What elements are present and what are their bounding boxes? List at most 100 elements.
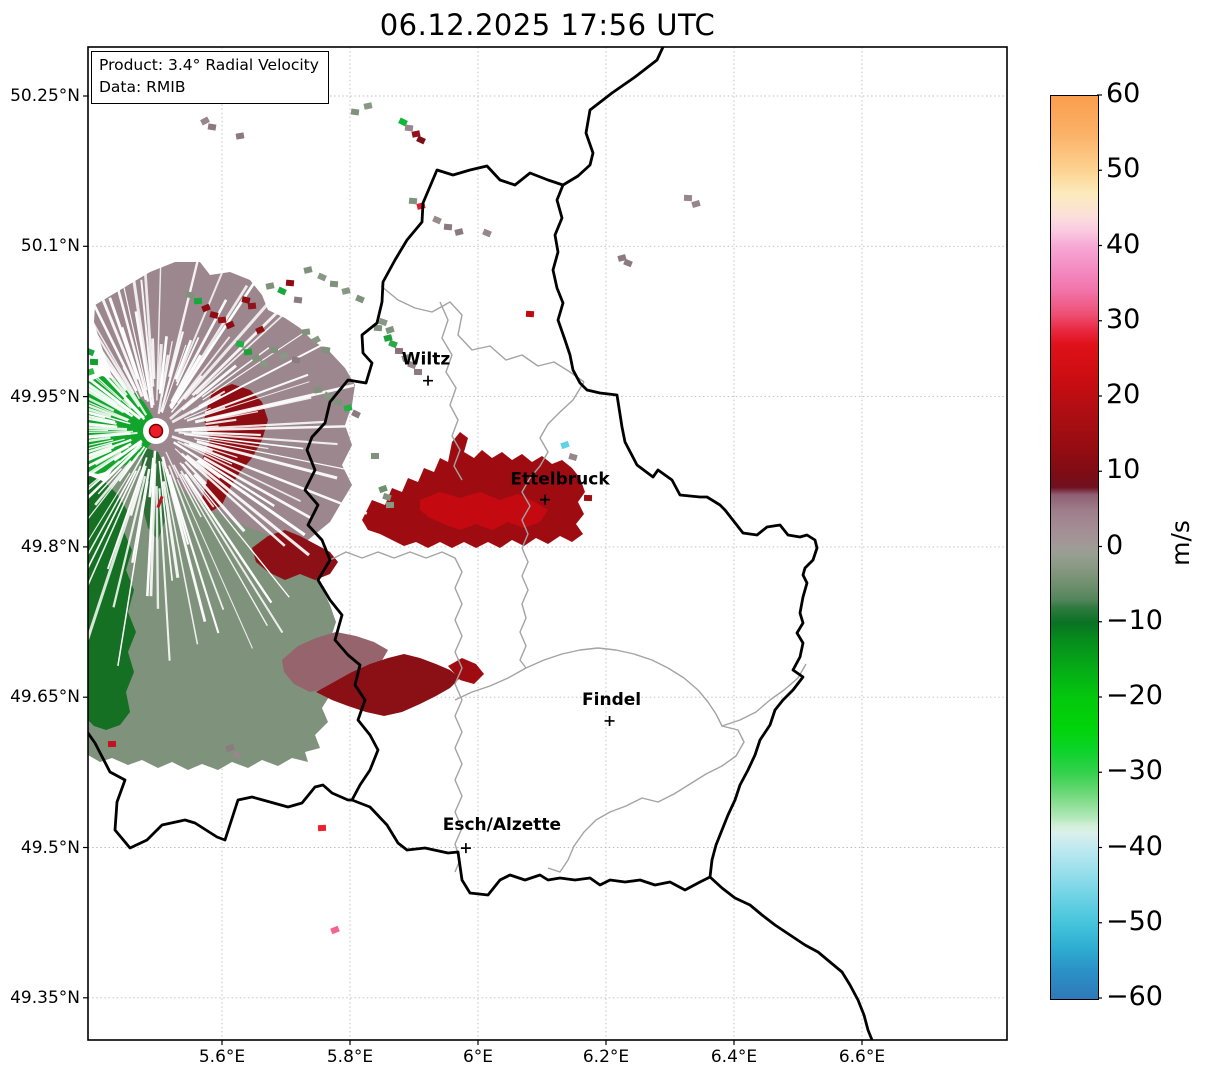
echo-speck [560, 440, 570, 450]
country-border [551, 183, 819, 879]
echo-speck [416, 135, 426, 145]
echo-speck [355, 294, 365, 304]
echo-speck [371, 453, 379, 459]
echo-speck [411, 130, 421, 138]
district-border [380, 285, 585, 383]
radar-site-dot [148, 423, 164, 439]
colorbar-tick-label: 30 [1106, 303, 1141, 335]
echo-region-red-streak-49.8N [252, 530, 338, 580]
colorbar-tick-label: 40 [1106, 228, 1141, 260]
colorbar-tick-label: −50 [1106, 905, 1163, 937]
radar-site [143, 418, 169, 444]
city-markers: Wiltz Ettelbruck Findel Esch/Alzette [402, 350, 641, 854]
district-border [439, 301, 463, 481]
echo-region-ettelbruck-blob-outer [362, 432, 585, 548]
echo-speck [432, 215, 442, 225]
city-marker-Findel [604, 715, 615, 726]
echo-speck [279, 351, 289, 361]
echo-speck [333, 398, 343, 406]
echo-speck [313, 386, 323, 394]
echo-speck [303, 266, 313, 274]
colorbar-unit-label: m/s [1166, 520, 1195, 566]
echo-speck [207, 123, 217, 131]
city-marker-Wiltz [423, 375, 434, 386]
y-tick-label: 50.1°N [20, 236, 80, 257]
echo-speck [398, 117, 408, 127]
product-info-box: Product: 3.4° Radial Velocity Data: RMIB [91, 51, 329, 105]
city-label-Wiltz: Wiltz [402, 350, 451, 370]
echo-speck [385, 325, 395, 335]
colorbar-tick-label: 0 [1106, 529, 1124, 561]
echo-speck [232, 751, 242, 759]
y-tick-label: 50.25°N [10, 85, 80, 106]
country-border [708, 875, 874, 1040]
echo-speck [383, 334, 393, 342]
echo-speck [209, 311, 219, 319]
echo-speck [394, 347, 404, 355]
colorbar-tick-label: −40 [1106, 830, 1163, 862]
y-tick-label: 49.8°N [20, 536, 80, 557]
colorbar-tick-label: −60 [1106, 981, 1163, 1012]
echo-speck [185, 291, 195, 299]
echo-speck [217, 316, 227, 324]
y-tick-label: 49.95°N [10, 386, 80, 407]
echo-region-south-blob-mauve [282, 632, 388, 692]
echo-speck [454, 228, 464, 236]
echo-speck [251, 353, 261, 363]
district-border [519, 477, 531, 669]
echo-speck [385, 501, 395, 509]
echo-speck [413, 368, 423, 376]
echo-speck [201, 303, 211, 313]
echo-speck [323, 391, 333, 401]
echo-speck [293, 296, 303, 304]
echo-speck [407, 360, 417, 370]
city-marker-Esch/Alzette [460, 843, 471, 854]
echo-speck [691, 200, 701, 208]
echo-speck [156, 495, 164, 509]
echo-speck [241, 296, 251, 304]
echo-specks [88, 91, 701, 935]
velocity-colorbar [1050, 95, 1099, 1000]
echo-speck [341, 287, 351, 295]
district-border [529, 381, 585, 479]
echo-speck [568, 452, 578, 462]
echo-speck [350, 108, 360, 116]
echo-speck [317, 824, 327, 832]
echo-speck [107, 740, 117, 748]
echo-speck [291, 356, 301, 364]
echo-speck [373, 324, 383, 332]
echo-speck [404, 124, 414, 132]
colorbar-tick-label: −20 [1106, 680, 1163, 711]
x-tick-label: 6.4°E [710, 1047, 758, 1067]
echo-speck [225, 743, 235, 753]
data-source-label: Data: RMIB [99, 77, 186, 96]
echo-speck [265, 282, 275, 290]
district-border [721, 663, 807, 727]
echo-region-south-blob-ext [448, 658, 484, 684]
country-border [561, 47, 665, 187]
echo-speck [560, 525, 570, 535]
echo-speck [193, 297, 203, 305]
echo-speck [89, 358, 99, 366]
echo-speck [617, 254, 627, 262]
x-tick-label: 5.6°E [198, 1047, 246, 1067]
district-borders [329, 285, 807, 873]
country-border [88, 731, 354, 850]
y-tick-label: 49.35°N [10, 987, 80, 1008]
echo-speck [321, 346, 331, 354]
echo-speck [683, 194, 693, 202]
radial-gap-texture [88, 208, 371, 669]
echo-speck [378, 484, 388, 494]
echo-speck [285, 279, 295, 287]
country-border [350, 798, 712, 897]
echo-speck [443, 223, 453, 231]
echo-speck [259, 360, 269, 368]
echo-speck [382, 492, 392, 502]
echo-speck [363, 102, 373, 110]
x-tick-label: 5.8°E [326, 1047, 374, 1067]
map-content: Wiltz Ettelbruck Findel Esch/Alzette [88, 47, 1007, 1040]
echo-speck [378, 317, 388, 327]
district-border [454, 647, 745, 873]
